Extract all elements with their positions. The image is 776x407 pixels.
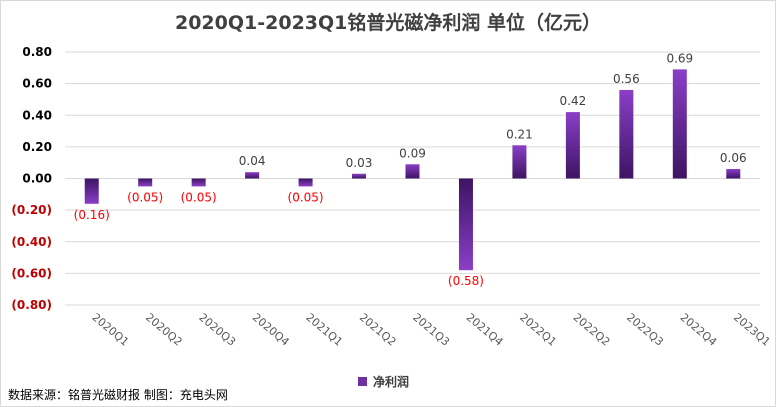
legend-swatch [358, 377, 367, 386]
bar [726, 169, 741, 179]
y-tick-label: (0.80) [11, 298, 52, 312]
x-tick-label: 2022Q3 [624, 311, 666, 349]
x-tick-label: 2020Q4 [250, 311, 292, 349]
y-tick-label: (0.20) [11, 203, 52, 217]
bar [138, 178, 153, 187]
data-label: (0.05) [288, 190, 324, 204]
data-label: 0.56 [613, 72, 640, 86]
data-label: 0.06 [720, 151, 747, 165]
bar [191, 178, 206, 187]
data-label: 0.04 [239, 154, 266, 168]
legend: 净利润 [358, 373, 409, 390]
data-label: 0.03 [346, 156, 373, 170]
x-tick-label: 2021Q1 [303, 311, 345, 349]
bar [458, 178, 473, 271]
bar [298, 178, 313, 187]
x-tick-label: 2021Q3 [410, 311, 452, 349]
x-tick-label: 2021Q4 [464, 311, 506, 349]
x-tick-label: 2023Q1 [731, 311, 773, 349]
data-label: (0.16) [74, 208, 110, 222]
data-label: 0.69 [666, 51, 693, 65]
y-tick-label: 0.20 [22, 140, 52, 154]
y-tick-label: 0.40 [22, 108, 52, 122]
data-label: (0.05) [181, 190, 217, 204]
bar [405, 164, 420, 179]
y-tick-label: 0.00 [22, 172, 52, 186]
data-label: 0.09 [399, 146, 426, 160]
y-tick-label: 0.60 [22, 77, 52, 91]
bar [512, 145, 527, 179]
bar [565, 112, 580, 179]
x-tick-label: 2022Q4 [678, 311, 720, 349]
x-tick-label: 2021Q2 [357, 311, 399, 349]
x-tick-label: 2020Q2 [143, 311, 185, 349]
x-tick-label: 2020Q3 [196, 311, 238, 349]
data-label: 0.42 [560, 94, 587, 108]
bar [84, 178, 99, 204]
data-label: (0.05) [127, 190, 163, 204]
y-tick-label: 0.80 [22, 45, 52, 59]
chart-title: 2020Q1-2023Q1铭普光磁净利润 单位（亿元） [174, 12, 601, 34]
x-tick-label: 2020Q1 [89, 311, 131, 349]
bar [245, 172, 260, 179]
x-tick-label: 2022Q1 [517, 311, 559, 349]
x-tick-label: 2022Q2 [571, 311, 613, 349]
data-label: (0.58) [448, 274, 484, 288]
bar [352, 173, 367, 179]
bar [672, 69, 687, 179]
legend-label: 净利润 [373, 375, 410, 389]
y-tick-label: (0.60) [11, 266, 52, 280]
source-note: 数据来源：铭普光磁财报 制图：充电头网 [8, 388, 228, 402]
bar [619, 89, 634, 179]
data-label: 0.21 [506, 127, 533, 141]
y-tick-label: (0.40) [11, 235, 52, 249]
